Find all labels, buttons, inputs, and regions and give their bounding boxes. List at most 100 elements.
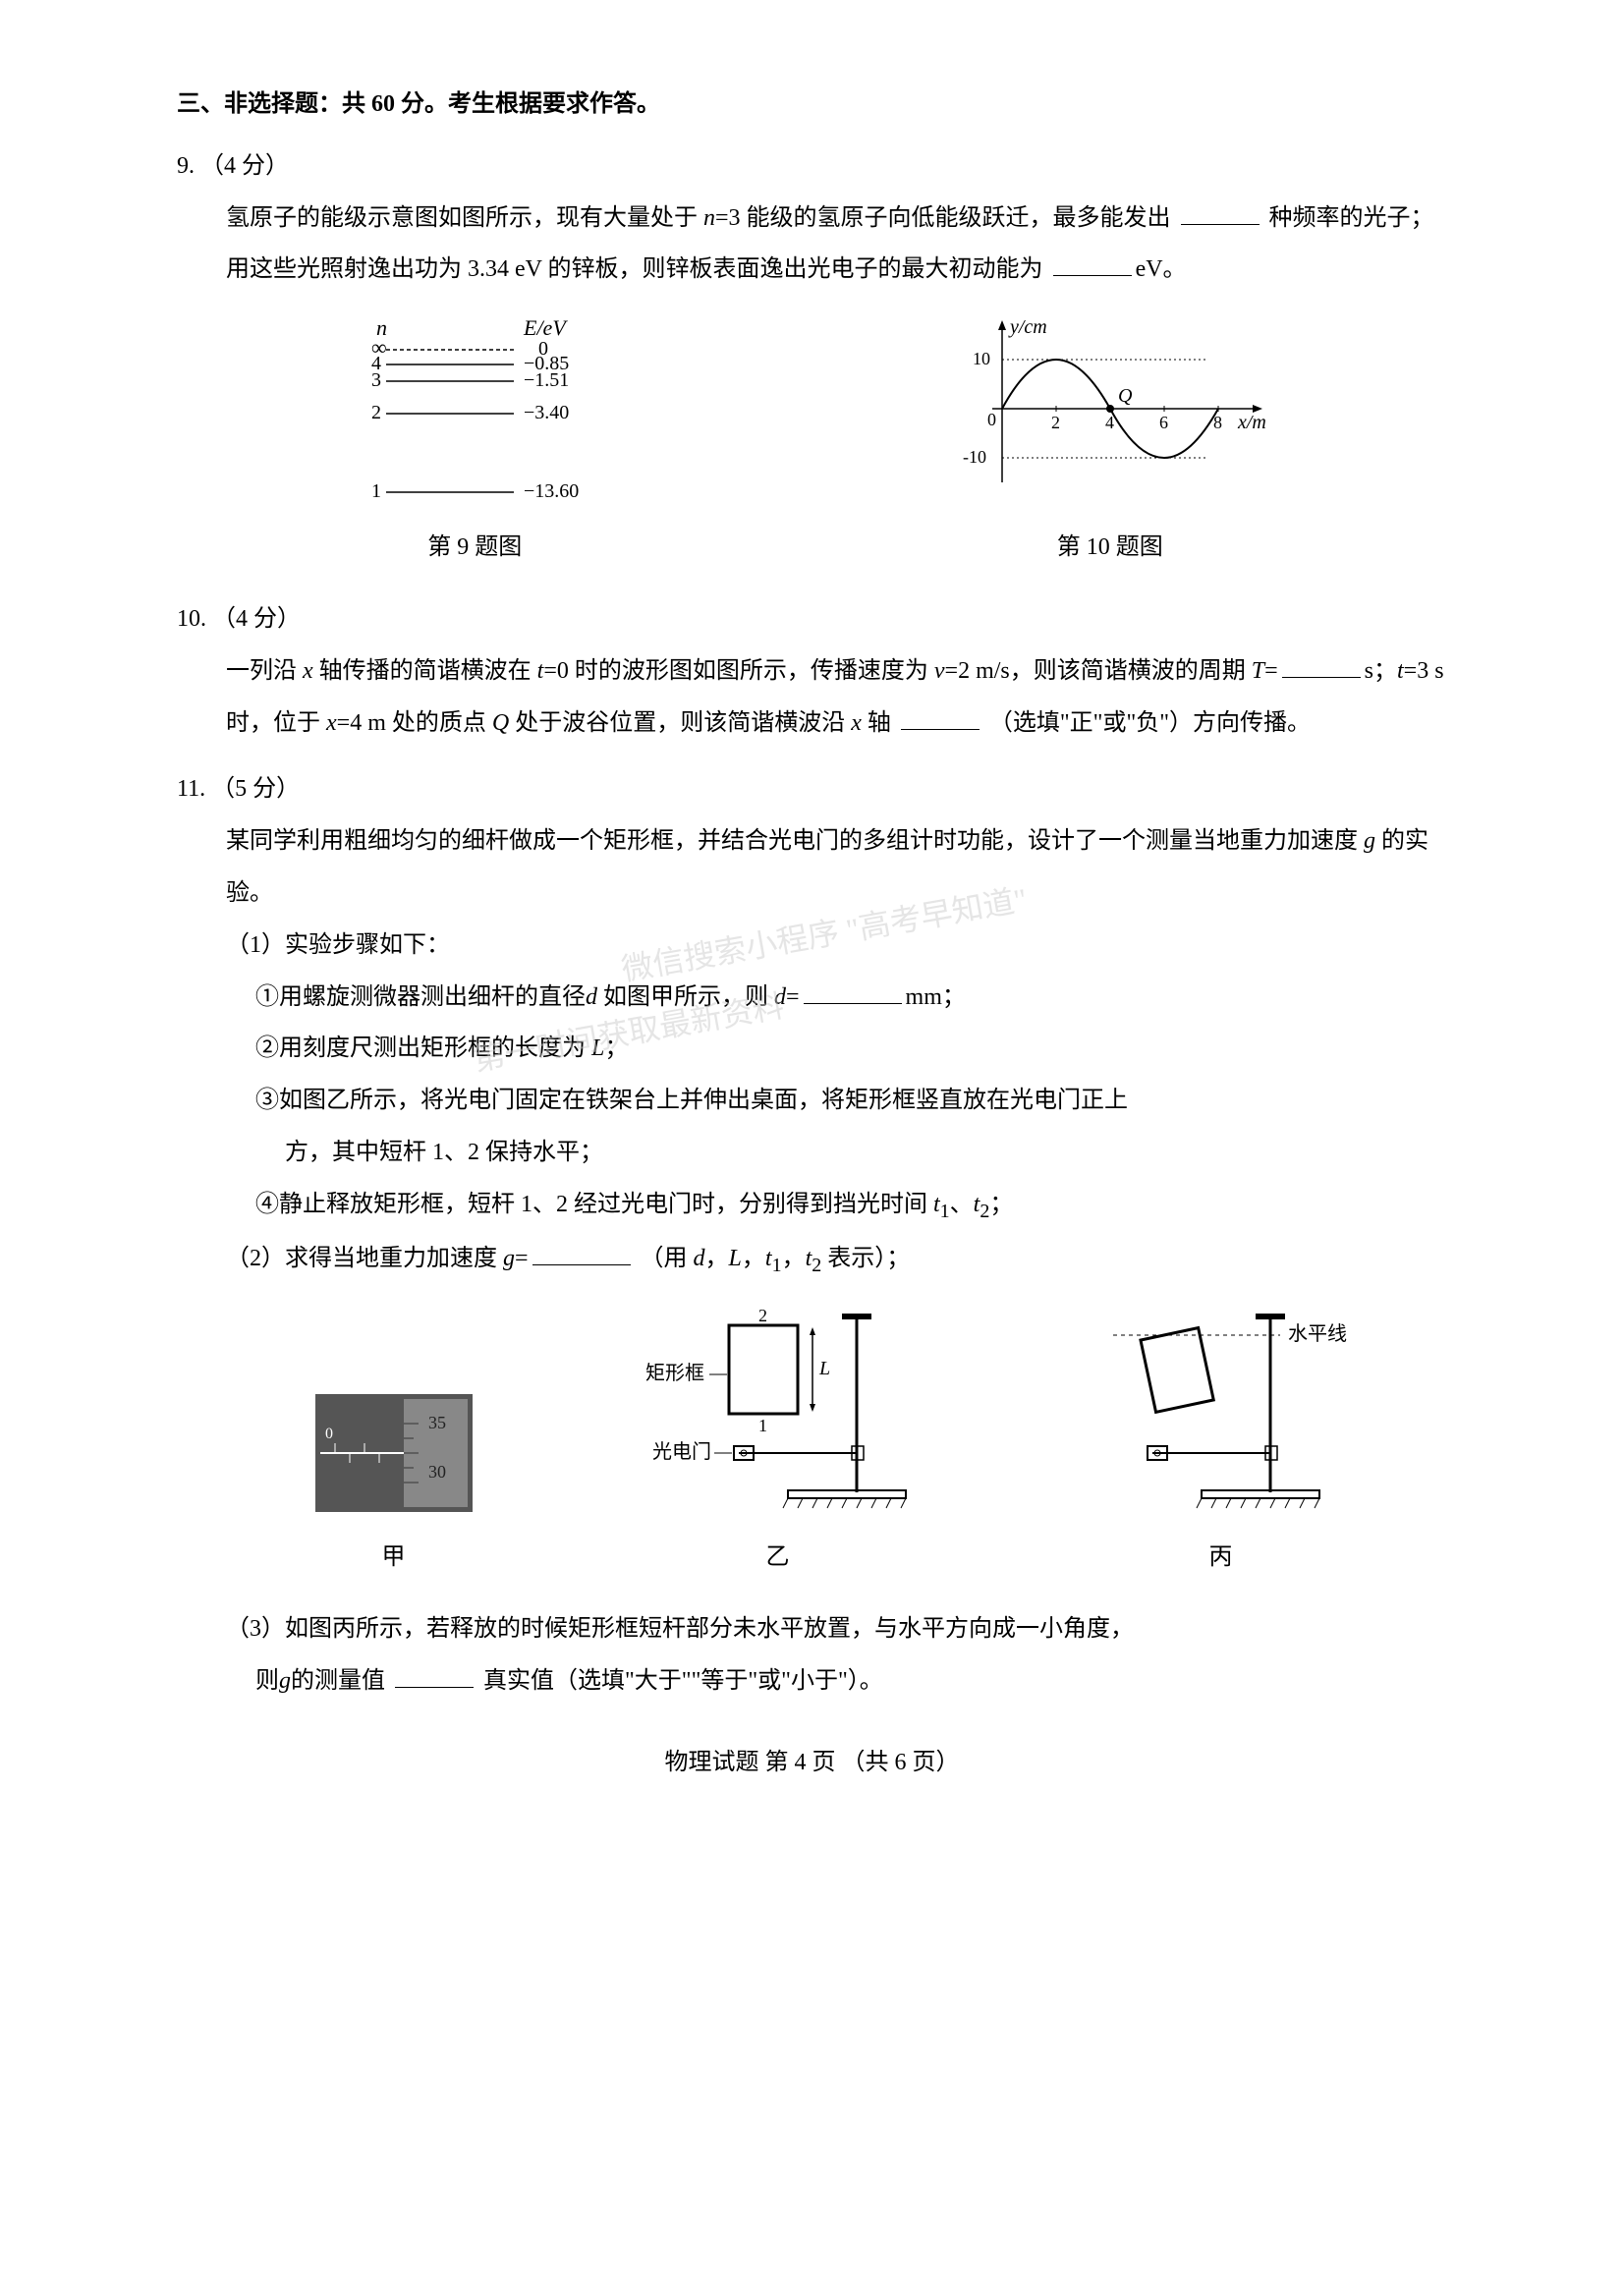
q9-text1: 氢原子的能级示意图如图所示，现有大量处于 xyxy=(226,205,703,231)
q11-t1-2: t xyxy=(765,1246,772,1271)
q11-g: g xyxy=(1364,828,1375,854)
q11-s1-4b: 、 xyxy=(950,1192,974,1217)
y-tick-0: 0 xyxy=(987,410,996,429)
q11-step1-3b: 方，其中短杆 1、2 保持水平； xyxy=(285,1140,603,1165)
q10-t5: = xyxy=(1264,658,1278,684)
micro-35: 35 xyxy=(428,1413,446,1432)
q11-blank-g[interactable] xyxy=(532,1242,631,1265)
fig-jia: 0 35 30 甲 xyxy=(306,1384,482,1584)
q10-x3: x xyxy=(851,710,862,736)
hatch-b3 xyxy=(1226,1498,1231,1508)
micrometer-svg: 0 35 30 xyxy=(306,1384,482,1522)
q11-step1-3a: ③如图乙所示，将光电门固定在铁架台上并伸出桌面，将矩形框竖直放在光电门正上 xyxy=(255,1088,1128,1113)
q10-x2: x xyxy=(326,710,337,736)
q11-blank-compare[interactable] xyxy=(395,1664,474,1688)
q11-step1-1: ①用螺旋测微器测出细杆的直径 xyxy=(255,972,586,1024)
question-10: 10. （4 分） 一列沿 x 轴传播的简谐横波在 t=0 时的波形图如图所示，… xyxy=(177,593,1447,749)
q11-s2f: ， xyxy=(782,1246,806,1271)
hatch1 xyxy=(783,1498,788,1508)
section-header: 三、非选择题：共 60 分。考生根据要求作答。 xyxy=(177,79,1447,131)
q11-s2g: 表示）； xyxy=(821,1246,910,1271)
q10-figure: y/cm x/m 10 0 -10 2 4 6 8 xyxy=(943,315,1277,574)
q11-blank-d[interactable] xyxy=(804,980,902,1004)
x-tick-6: 6 xyxy=(1159,413,1168,432)
q11-d3: d xyxy=(694,1246,705,1271)
hatch6 xyxy=(857,1498,862,1508)
level-2-E: −3.40 xyxy=(524,402,569,423)
q10-t10: 轴 xyxy=(862,710,891,736)
tilted-rect xyxy=(1140,1328,1212,1413)
q11-s1-1c: = xyxy=(786,984,800,1010)
y-tick-10: 10 xyxy=(973,349,990,368)
apparatus-yi-svg: 2 1 L xyxy=(641,1306,916,1522)
q11-points: （5 分） xyxy=(211,776,300,802)
level-1-n: 1 xyxy=(371,480,381,502)
page-footer: 物理试题 第 4 页 （共 6 页） xyxy=(177,1737,1447,1789)
q11-g2: g xyxy=(503,1246,515,1271)
q-label: Q xyxy=(1118,385,1133,407)
q10-blank2[interactable] xyxy=(901,706,980,730)
level-2-n: 2 xyxy=(371,402,381,423)
question-9: 9. （4 分） 氢原子的能级示意图如图所示，现有大量处于 n=3 能级的氢原子… xyxy=(177,140,1447,574)
hatch-b2 xyxy=(1211,1498,1216,1508)
hatch-b1 xyxy=(1197,1498,1202,1508)
level-3-E: −1.51 xyxy=(524,369,569,391)
fig-bing-caption: 丙 xyxy=(1074,1532,1369,1584)
q11-step1-2: ②用刻度尺测出矩形框的长度为 xyxy=(255,1036,591,1061)
y-tick-n10: -10 xyxy=(963,447,986,467)
q10-x: x xyxy=(303,658,313,684)
q11-s1-1d: mm； xyxy=(906,984,966,1010)
q11-s2e: ， xyxy=(742,1246,765,1271)
hatch3 xyxy=(812,1498,817,1508)
stand-top-b xyxy=(1256,1314,1285,1319)
q11-s2d: ， xyxy=(705,1246,729,1271)
diagram-E-header: E/eV xyxy=(523,315,568,340)
fig-jia-caption: 甲 xyxy=(306,1532,482,1584)
base xyxy=(788,1490,906,1498)
q10-caption: 第 10 题图 xyxy=(943,522,1277,574)
level-3-n: 3 xyxy=(371,369,381,391)
level-1-E: −13.60 xyxy=(524,480,579,502)
hatch7 xyxy=(871,1498,876,1508)
hatch5 xyxy=(842,1498,847,1508)
num2-label: 2 xyxy=(758,1306,767,1325)
q10-points: （4 分） xyxy=(212,606,301,632)
micro-0: 0 xyxy=(325,1426,333,1442)
base-b xyxy=(1202,1490,1319,1498)
hatch-b9 xyxy=(1315,1498,1319,1508)
L-arrow-bot xyxy=(810,1404,815,1412)
q11-number: 11. xyxy=(177,776,205,802)
q10-t6: s； xyxy=(1365,658,1397,684)
q11-sub2-2: 2 xyxy=(812,1254,821,1275)
hatch2 xyxy=(798,1498,803,1508)
q9-text4: eV。 xyxy=(1136,256,1187,282)
hatch4 xyxy=(827,1498,832,1508)
q11-L2: L xyxy=(729,1246,742,1271)
q11-d: d xyxy=(586,984,597,1010)
q9-blank1[interactable] xyxy=(1181,201,1260,225)
q10-t8: =4 m 处的质点 xyxy=(337,710,492,736)
q11-s1-4c: ； xyxy=(989,1192,1013,1217)
stand-top xyxy=(842,1314,871,1319)
q11-sub2: 2 xyxy=(980,1201,989,1222)
q10-T: T xyxy=(1252,658,1264,684)
fig-bing: 水平线 xyxy=(1074,1306,1369,1584)
fig-yi: 2 1 L xyxy=(641,1306,916,1584)
q10-t11: （选填"正"或"负"）方向传播。 xyxy=(989,710,1311,736)
tilted-frame-group xyxy=(1140,1328,1212,1413)
q11-d2: d xyxy=(774,984,786,1010)
q11-t1: t xyxy=(933,1192,940,1217)
horizontal-label: 水平线 xyxy=(1288,1322,1347,1345)
y-arrow xyxy=(998,320,1006,330)
hatch8 xyxy=(886,1498,891,1508)
q10-blank1[interactable] xyxy=(1282,654,1361,678)
num1-label: 1 xyxy=(758,1416,767,1435)
y-label: y/cm xyxy=(1008,316,1047,338)
q11-step3a: （3）如图丙所示，若释放的时候矩形框短杆部分未水平放置，与水平方向成一小角度， xyxy=(226,1616,1134,1642)
q11-intro: 某同学利用粗细均匀的细杆做成一个矩形框，并结合光电门的多组计时功能，设计了一个测… xyxy=(226,828,1364,854)
q11-step2-label: （2）求得当地重力加速度 xyxy=(226,1246,503,1271)
wave-diagram-svg: y/cm x/m 10 0 -10 2 4 6 8 xyxy=(943,315,1277,512)
q9-figure: n E/eV ∞ 0 4 −0.85 3 −1.51 2 −3.40 1 xyxy=(347,315,602,574)
q10-number: 10. xyxy=(177,606,206,632)
q9-blank2[interactable] xyxy=(1053,252,1132,276)
